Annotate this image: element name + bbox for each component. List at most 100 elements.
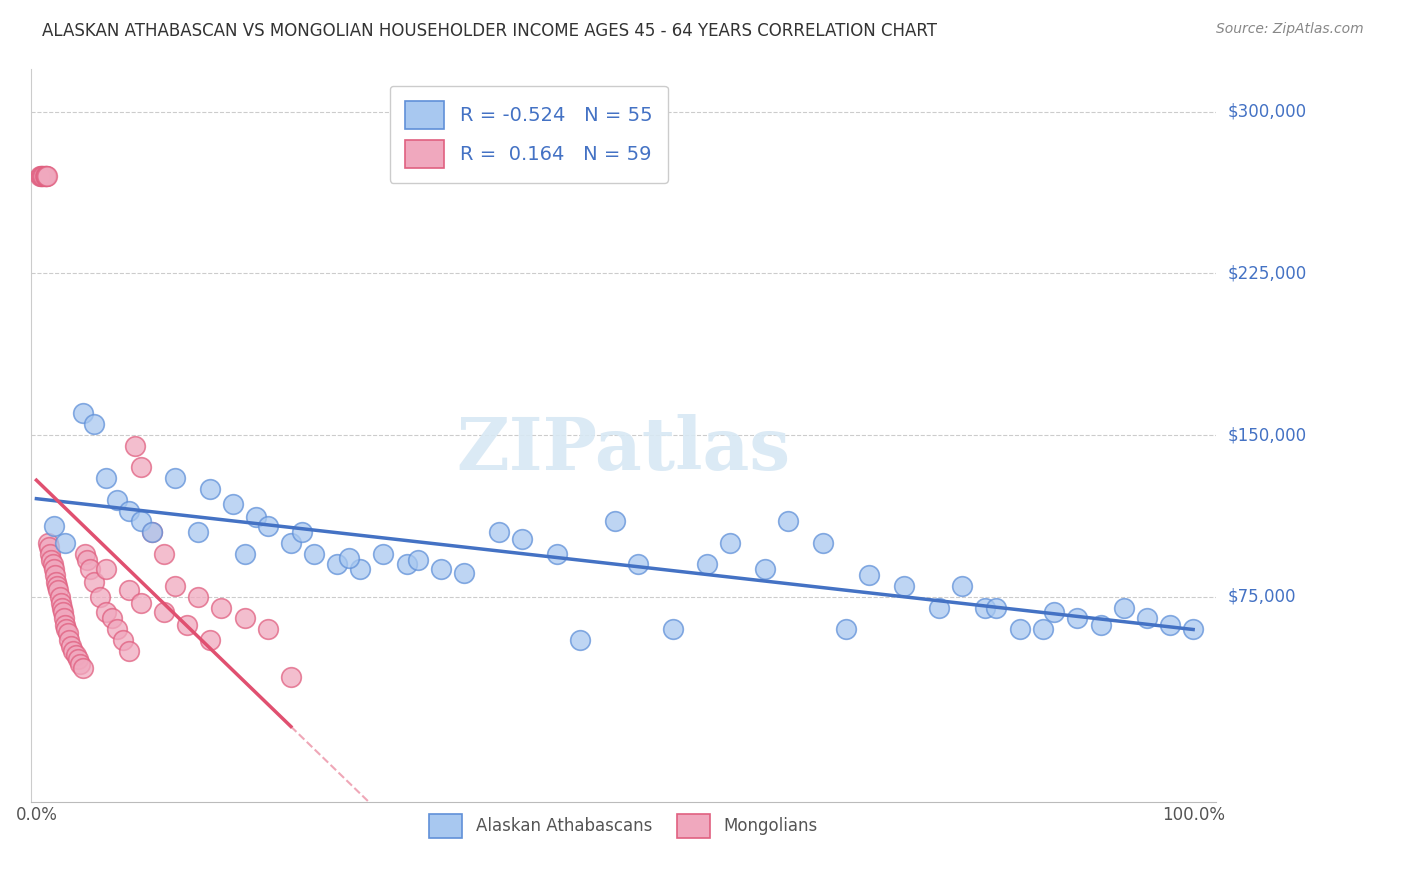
- Point: [187, 590, 209, 604]
- Point: [62, 643, 84, 657]
- Point: [44, 568, 66, 582]
- Point: [510, 532, 533, 546]
- Point: [55, 622, 77, 636]
- Point: [256, 622, 278, 636]
- Point: [198, 632, 221, 647]
- Point: [52, 605, 75, 619]
- Point: [118, 583, 141, 598]
- Point: [49, 596, 72, 610]
- Point: [69, 657, 91, 671]
- Point: [30, 169, 52, 184]
- Point: [546, 547, 568, 561]
- Point: [41, 553, 63, 567]
- Point: [176, 617, 198, 632]
- Point: [152, 605, 174, 619]
- Point: [1182, 622, 1205, 636]
- Point: [165, 471, 187, 485]
- Point: [233, 547, 256, 561]
- Text: ZIPatlas: ZIPatlas: [457, 414, 790, 485]
- Point: [79, 562, 101, 576]
- Point: [245, 510, 267, 524]
- Point: [222, 497, 245, 511]
- Point: [569, 632, 592, 647]
- Point: [83, 574, 105, 589]
- Point: [453, 566, 475, 580]
- Text: ALASKAN ATHABASCAN VS MONGOLIAN HOUSEHOLDER INCOME AGES 45 - 64 YEARS CORRELATIO: ALASKAN ATHABASCAN VS MONGOLIAN HOUSEHOL…: [42, 22, 938, 40]
- Point: [42, 562, 65, 576]
- Point: [337, 550, 360, 565]
- Legend: Alaskan Athabascans, Mongolians: Alaskan Athabascans, Mongolians: [422, 807, 824, 845]
- Point: [28, 169, 51, 184]
- Point: [187, 524, 209, 539]
- Point: [118, 503, 141, 517]
- Point: [373, 547, 395, 561]
- Point: [46, 579, 69, 593]
- Text: $300,000: $300,000: [1227, 103, 1306, 120]
- Point: [34, 169, 56, 184]
- Point: [291, 524, 314, 539]
- Text: $75,000: $75,000: [1227, 588, 1296, 606]
- Point: [1032, 622, 1054, 636]
- Point: [124, 439, 146, 453]
- Point: [94, 605, 117, 619]
- Point: [811, 536, 834, 550]
- Point: [51, 600, 73, 615]
- Point: [1159, 617, 1181, 632]
- Point: [105, 492, 128, 507]
- Point: [83, 417, 105, 432]
- Point: [32, 169, 55, 184]
- Point: [65, 648, 87, 662]
- Point: [76, 553, 98, 567]
- Point: [89, 590, 111, 604]
- Point: [696, 558, 718, 572]
- Point: [165, 579, 187, 593]
- Text: $150,000: $150,000: [1227, 426, 1306, 444]
- Point: [105, 622, 128, 636]
- Point: [1008, 622, 1031, 636]
- Point: [60, 640, 83, 654]
- Point: [53, 617, 76, 632]
- Text: Source: ZipAtlas.com: Source: ZipAtlas.com: [1216, 22, 1364, 37]
- Point: [141, 524, 163, 539]
- Point: [986, 600, 1008, 615]
- Point: [1136, 611, 1159, 625]
- Point: [280, 536, 302, 550]
- Point: [233, 611, 256, 625]
- Point: [488, 524, 510, 539]
- Point: [48, 590, 70, 604]
- Point: [858, 568, 880, 582]
- Point: [73, 547, 96, 561]
- Point: [56, 626, 79, 640]
- Point: [129, 514, 152, 528]
- Point: [38, 540, 60, 554]
- Point: [34, 169, 56, 184]
- Point: [280, 669, 302, 683]
- Point: [118, 643, 141, 657]
- Text: $225,000: $225,000: [1227, 264, 1306, 283]
- Point: [198, 482, 221, 496]
- Point: [35, 169, 58, 184]
- Point: [1066, 611, 1088, 625]
- Point: [406, 553, 429, 567]
- Point: [48, 583, 70, 598]
- Point: [256, 518, 278, 533]
- Point: [1090, 617, 1112, 632]
- Point: [152, 547, 174, 561]
- Point: [37, 536, 59, 550]
- Point: [661, 622, 683, 636]
- Point: [129, 596, 152, 610]
- Point: [31, 169, 53, 184]
- Point: [430, 562, 453, 576]
- Point: [326, 558, 349, 572]
- Point: [928, 600, 950, 615]
- Point: [41, 558, 63, 572]
- Point: [395, 558, 418, 572]
- Point: [34, 169, 56, 184]
- Point: [141, 524, 163, 539]
- Point: [835, 622, 858, 636]
- Point: [39, 547, 62, 561]
- Point: [1043, 605, 1066, 619]
- Point: [112, 632, 135, 647]
- Point: [45, 574, 67, 589]
- Point: [603, 514, 626, 528]
